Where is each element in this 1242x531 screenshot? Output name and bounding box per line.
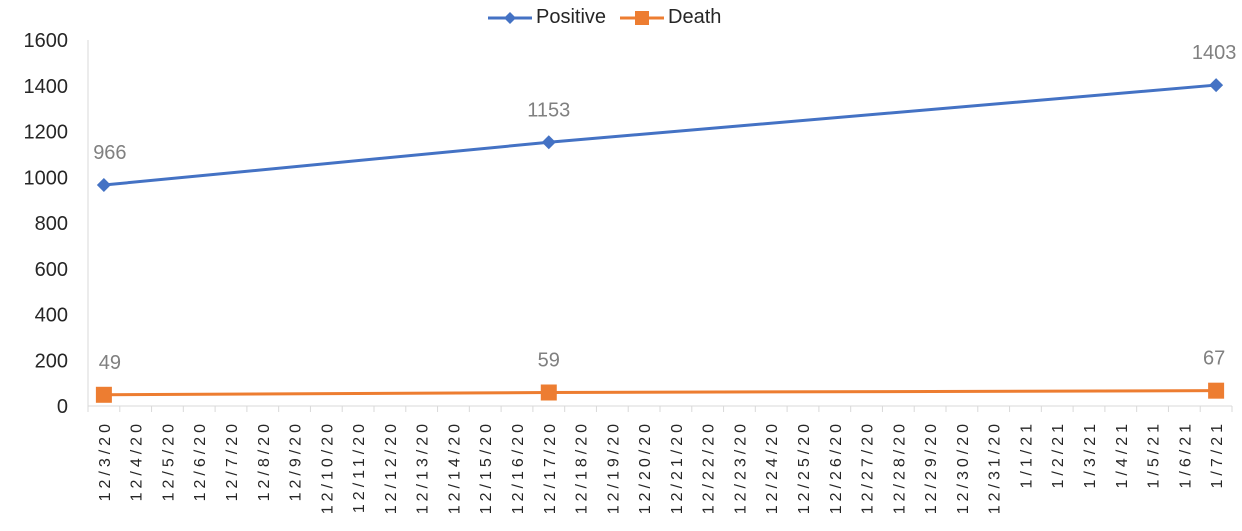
- x-tick-label: 12/28/20: [891, 420, 908, 514]
- data-point-positive: [1209, 78, 1224, 93]
- y-tick-label: 0: [57, 396, 68, 418]
- x-tick-label: 1/4/21: [1114, 420, 1131, 488]
- y-tick-label: 200: [35, 350, 68, 372]
- data-label-death: 59: [538, 350, 560, 372]
- data-point-death: [540, 384, 557, 401]
- x-tick-label: 1/6/21: [1177, 420, 1194, 488]
- x-tick-label: 12/23/20: [732, 420, 749, 514]
- data-point-positive: [541, 135, 556, 150]
- legend-label-death: Death: [668, 6, 722, 28]
- data-label-positive: 1153: [527, 99, 570, 121]
- x-tick-label: 12/16/20: [510, 420, 527, 514]
- legend-marker-death: [620, 10, 665, 25]
- data-label-death: 49: [99, 352, 121, 374]
- x-tick-label: 12/20/20: [637, 420, 654, 514]
- x-tick-label: 12/13/20: [415, 420, 432, 514]
- series-line-positive: [103, 83, 1217, 187]
- x-tick-label: 12/3/20: [97, 420, 114, 501]
- legend-item-positive: Positive: [488, 6, 606, 29]
- x-tick-label: 12/30/20: [955, 420, 972, 514]
- data-label-positive: 966: [93, 142, 126, 164]
- x-tick-label: 1/3/21: [1082, 420, 1099, 488]
- series-line-death: [103, 389, 1217, 397]
- y-tick-label: 1000: [24, 167, 69, 189]
- x-tick-label: 12/7/20: [224, 420, 241, 501]
- x-tick-label: 12/24/20: [764, 420, 781, 514]
- x-tick-label: 12/18/20: [574, 420, 591, 514]
- legend-item-death: Death: [620, 6, 721, 29]
- data-label-positive: 1403: [1192, 42, 1237, 64]
- y-tick-label: 400: [35, 305, 68, 327]
- y-tick-label: 1400: [24, 76, 69, 98]
- x-tick-label: 12/27/20: [860, 420, 877, 514]
- x-tick-label: 12/25/20: [796, 420, 813, 514]
- data-label-death: 67: [1203, 348, 1225, 370]
- data-point-death: [95, 386, 112, 403]
- x-tick-label: 12/8/20: [256, 420, 273, 501]
- data-point-death: [1208, 382, 1225, 399]
- x-tick-label: 12/11/20: [351, 420, 368, 513]
- x-tick-label: 1/7/21: [1209, 420, 1226, 488]
- x-tick-label: 12/17/20: [542, 420, 559, 514]
- x-tick-label: 1/1/21: [1018, 420, 1035, 488]
- legend-marker-positive: [488, 11, 532, 24]
- x-tick-label: 12/31/20: [987, 420, 1004, 514]
- x-tick-label: 12/19/20: [605, 420, 622, 514]
- x-tick-label: 12/15/20: [478, 420, 495, 514]
- x-tick-label: 1/5/21: [1146, 420, 1163, 488]
- y-tick-label: 1600: [24, 30, 69, 52]
- x-tick-label: 12/14/20: [446, 420, 463, 514]
- x-tick-label: 12/4/20: [129, 420, 146, 501]
- x-tick-label: 12/9/20: [288, 420, 305, 501]
- x-tick-label: 12/21/20: [669, 420, 686, 514]
- y-tick-label: 600: [35, 259, 68, 281]
- x-tick-label: 12/26/20: [828, 420, 845, 514]
- y-tick-label: 800: [35, 213, 68, 235]
- legend-label-positive: Positive: [536, 6, 607, 28]
- legend: Positive Death: [488, 6, 721, 29]
- y-tick-label: 1200: [24, 122, 69, 144]
- x-tick-label: 12/12/20: [383, 420, 400, 514]
- x-tick-label: 12/6/20: [192, 420, 209, 501]
- x-tick-label: 12/29/20: [923, 420, 940, 514]
- x-tick-label: 12/10/20: [319, 420, 336, 514]
- x-tick-label: 1/2/21: [1050, 420, 1067, 488]
- data-point-positive: [96, 178, 111, 193]
- x-tick-label: 12/5/20: [160, 420, 177, 501]
- x-tick-label: 12/22/20: [701, 420, 718, 514]
